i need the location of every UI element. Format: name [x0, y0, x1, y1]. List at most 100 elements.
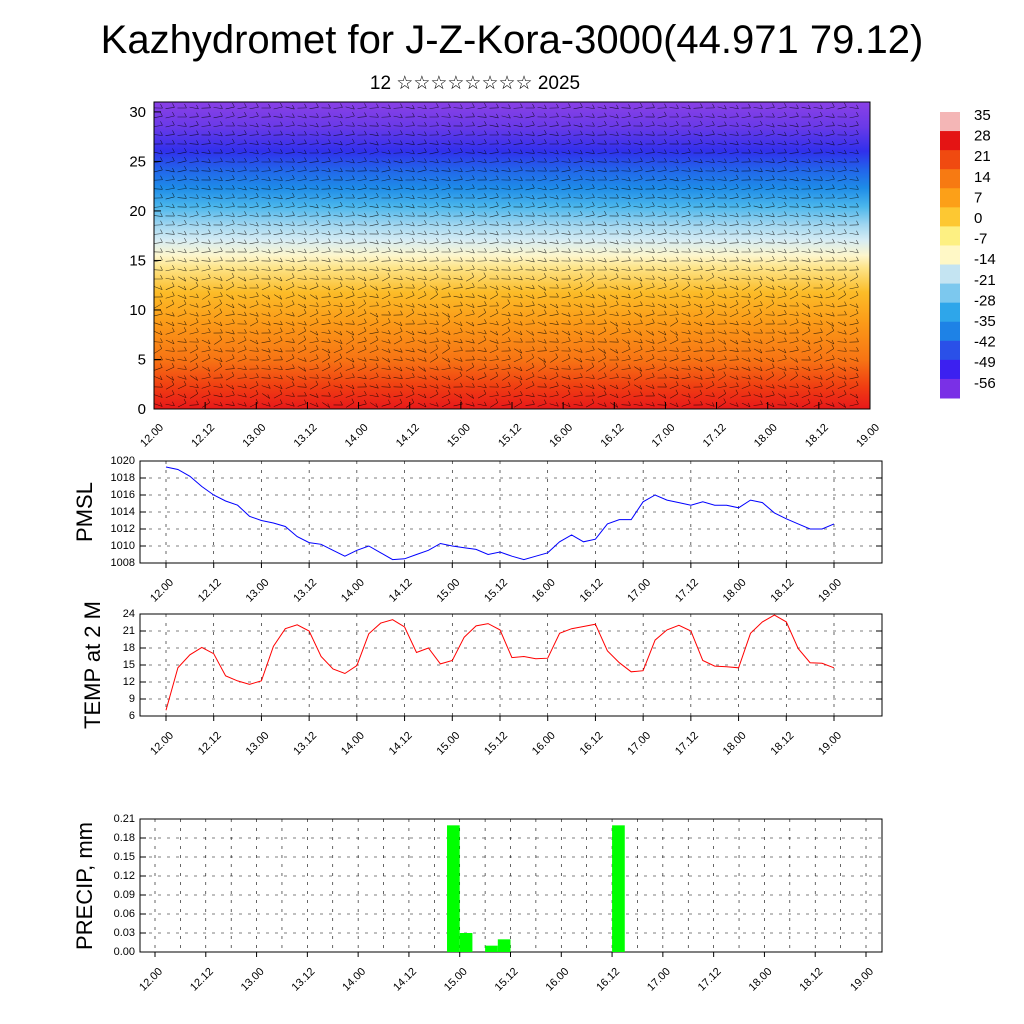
- wind-barb-flag: [328, 139, 331, 144]
- wind-barb: [237, 115, 247, 119]
- wind-barb: [837, 151, 847, 155]
- wind-barb-flag: [700, 139, 703, 144]
- wind-barb-flag: [807, 384, 811, 389]
- wind-barb: [429, 375, 439, 381]
- precip-x-tick-label: 17.12: [696, 966, 724, 994]
- wind-barb: [189, 134, 199, 136]
- wind-barb-flag: [411, 330, 415, 335]
- wind-barb-flag: [724, 158, 727, 163]
- wind-barb-flag: [244, 166, 247, 171]
- wind-barb-flag: [220, 256, 223, 261]
- wind-barb-flag: [472, 265, 475, 270]
- wind-barb-flag: [640, 246, 643, 252]
- wind-barb: [502, 375, 510, 381]
- wind-barb: [561, 323, 571, 325]
- wind-barb-flag: [603, 362, 607, 367]
- wind-barb-flag: [580, 194, 583, 199]
- wind-barb-flag: [327, 353, 331, 358]
- wind-barb: [333, 233, 343, 235]
- wind-barb: [633, 232, 643, 236]
- wind-barb: [561, 151, 571, 155]
- wind-barb-flag: [388, 300, 391, 305]
- wind-barb: [621, 295, 631, 299]
- wind-barb-flag: [568, 158, 571, 163]
- wind-barb: [189, 348, 199, 354]
- wind-barb-flag: [436, 112, 439, 118]
- wind-barb: [405, 170, 415, 172]
- colorbar-swatch: [940, 283, 960, 304]
- wind-barb: [561, 330, 571, 336]
- wind-barb: [429, 224, 439, 226]
- wind-barb-flag: [760, 149, 763, 154]
- wind-barb-flag: [640, 401, 643, 406]
- wind-barb: [285, 385, 295, 389]
- wind-barb: [321, 331, 331, 335]
- wind-barb: [825, 313, 835, 317]
- wind-barb-flag: [831, 371, 835, 377]
- wind-barb: [501, 251, 511, 253]
- wind-barb-flag: [736, 131, 739, 136]
- wind-barb: [633, 286, 643, 290]
- wind-barb-flag: [460, 193, 463, 199]
- wind-barb-flag: [196, 157, 199, 162]
- wind-barb-flag: [436, 384, 439, 389]
- wind-barb: [681, 322, 691, 326]
- wind-barb: [273, 276, 283, 282]
- wind-barb-flag: [292, 104, 295, 110]
- wind-barb: [417, 169, 427, 173]
- wind-barb-flag: [231, 295, 234, 300]
- wind-barb: [477, 215, 487, 217]
- wind-barb-flag: [459, 321, 463, 326]
- precip-y-tick-label: 0.15: [114, 851, 135, 863]
- wind-barb: [621, 223, 631, 227]
- wind-barb-flag: [388, 112, 391, 117]
- wind-barb-flag: [748, 257, 751, 263]
- wind-barb-flag: [316, 238, 319, 243]
- wind-barb: [705, 268, 715, 272]
- wind-barb: [549, 151, 559, 155]
- wind-barb-flag: [459, 394, 463, 399]
- wind-barb-flag: [844, 310, 847, 316]
- wind-barb-flag: [567, 389, 571, 395]
- wind-barb-flag: [699, 303, 703, 309]
- wind-barb: [165, 313, 175, 317]
- wind-barb-flag: [484, 139, 487, 144]
- wind-barb: [405, 277, 415, 281]
- wind-barb-flag: [447, 344, 450, 349]
- wind-barb: [453, 287, 463, 289]
- wind-barb: [813, 188, 823, 190]
- wind-barb-flag: [388, 212, 391, 218]
- wind-barb-flag: [424, 194, 427, 199]
- wind-barb-flag: [280, 355, 283, 360]
- wind-barb-flag: [388, 374, 391, 379]
- wind-barb: [189, 313, 199, 317]
- wind-barb: [273, 242, 283, 244]
- pmsl-x-tick-label: 14.12: [387, 577, 415, 605]
- wind-barb: [189, 241, 199, 245]
- wind-barb-flag: [196, 104, 199, 109]
- wind-barb-flag: [424, 311, 427, 317]
- colorbar-label: 0: [974, 210, 982, 227]
- wind-barb-flag: [592, 356, 595, 361]
- wind-barb: [729, 169, 739, 173]
- wind-barb-flag: [831, 380, 835, 386]
- wind-barb-flag: [567, 402, 571, 407]
- wind-barb: [849, 124, 859, 128]
- wind-barb: [321, 134, 331, 136]
- wind-barb-flag: [447, 339, 451, 344]
- wind-barb: [357, 152, 367, 154]
- wind-barb: [237, 303, 247, 309]
- wind-barb: [525, 277, 535, 281]
- wind-barb: [213, 178, 223, 182]
- wind-barb: [669, 160, 679, 164]
- wind-barb: [753, 294, 763, 300]
- temp2m-x-tick-label: 13.12: [291, 730, 319, 758]
- y-tick-label: 0: [138, 401, 146, 418]
- wind-barb: [525, 152, 535, 154]
- temp2m-y-tick-label: 9: [129, 693, 135, 705]
- wind-barb-flag: [784, 239, 787, 244]
- precip-panel: 0.000.030.060.090.120.150.180.21PRECIP, …: [72, 813, 883, 994]
- wind-barb: [669, 277, 679, 281]
- wind-barb: [285, 224, 295, 226]
